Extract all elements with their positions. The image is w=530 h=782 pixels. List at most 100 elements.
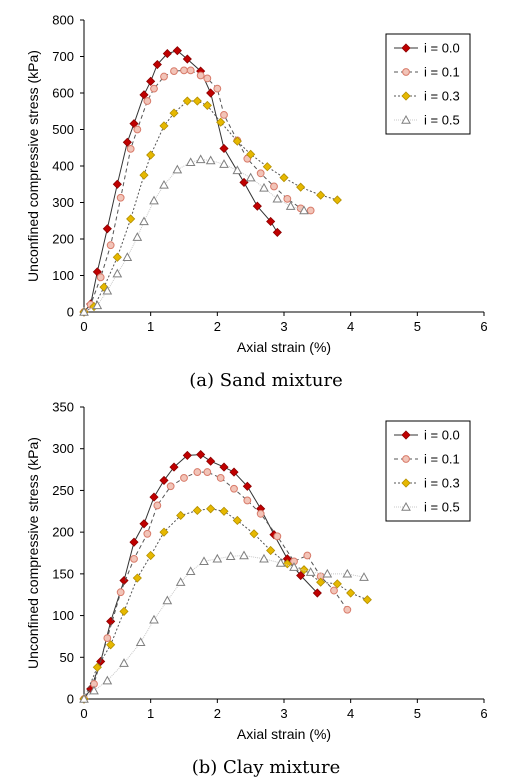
data-point <box>273 532 282 541</box>
data-point <box>203 468 212 476</box>
series-1 <box>79 449 322 704</box>
data-point <box>146 150 156 160</box>
data-point <box>119 606 129 616</box>
data-point <box>130 554 138 563</box>
y-tick-label: 800 <box>52 13 74 28</box>
legend-entry: i = 0.5 <box>424 500 460 515</box>
y-tick-label: 700 <box>52 49 74 64</box>
y-tick-label: 0 <box>67 305 74 320</box>
figure-caption: (a) Sand mixture <box>189 370 342 391</box>
data-point <box>126 144 135 153</box>
x-tick-label: 5 <box>414 319 421 334</box>
legend-marker <box>401 114 411 124</box>
data-point <box>196 71 205 80</box>
y-tick-label: 500 <box>52 122 74 137</box>
y-tick-label: 0 <box>67 692 74 707</box>
data-point <box>152 59 162 70</box>
data-point <box>92 662 102 672</box>
data-point <box>106 241 115 250</box>
data-point <box>202 100 212 110</box>
data-point <box>182 96 192 106</box>
data-point <box>272 193 283 203</box>
data-point <box>245 172 256 182</box>
data-point <box>193 468 202 476</box>
data-point <box>146 550 156 561</box>
data-point <box>219 462 229 472</box>
series-line <box>83 158 305 313</box>
data-point <box>116 193 125 202</box>
y-tick-label: 50 <box>60 650 74 665</box>
data-point <box>132 232 143 241</box>
data-point <box>192 96 202 106</box>
data-point <box>79 306 89 316</box>
x-tick-label: 6 <box>480 319 487 334</box>
x-tick-label: 0 <box>80 319 87 334</box>
data-point <box>283 194 292 203</box>
data-point <box>119 658 129 667</box>
data-point <box>256 169 265 178</box>
data-point <box>116 588 125 597</box>
legend-entry: i = 0.5 <box>424 113 460 128</box>
data-point <box>195 154 206 164</box>
data-point <box>92 300 103 310</box>
data-point <box>79 693 89 703</box>
data-point <box>172 46 182 56</box>
data-point <box>160 72 168 81</box>
x-axis-label: Axial strain (%) <box>237 726 331 742</box>
y-tick-label: 150 <box>52 566 74 581</box>
data-point <box>239 550 249 560</box>
data-point <box>216 474 225 482</box>
data-point <box>282 559 292 569</box>
data-point <box>162 49 172 59</box>
data-point <box>296 570 306 581</box>
x-tick-label: 1 <box>147 319 154 334</box>
y-tick-label: 400 <box>52 159 74 174</box>
data-point <box>316 577 326 587</box>
data-point <box>259 553 269 563</box>
data-point <box>266 216 276 227</box>
data-point <box>106 640 116 650</box>
y-axis-label: Unconfined compressive stress (kPa) <box>25 50 41 282</box>
data-point <box>182 54 192 64</box>
chart-panel-1: 0 100 200 300 400 500 600 700 800 0 1 2 3 4 5 6 Axial st… <box>25 13 488 392</box>
data-point <box>143 529 152 538</box>
legend-marker <box>401 43 411 53</box>
data-point <box>232 136 242 146</box>
data-point <box>316 190 326 200</box>
data-point <box>102 224 112 234</box>
data-point <box>143 97 152 105</box>
data-point <box>199 556 209 566</box>
data-point <box>332 195 342 205</box>
y-tick-label: 300 <box>52 195 74 210</box>
data-point <box>172 164 183 174</box>
data-point <box>299 205 309 215</box>
data-point <box>252 201 262 211</box>
data-point <box>159 475 169 485</box>
legend-entry: i = 0.3 <box>424 476 460 491</box>
data-point <box>89 685 99 695</box>
data-point <box>132 573 142 583</box>
series-line <box>83 100 338 313</box>
data-point <box>212 553 223 563</box>
x-tick-label: 5 <box>414 706 421 721</box>
data-point <box>296 182 306 192</box>
data-point <box>182 450 192 460</box>
data-point <box>342 568 353 578</box>
series-line <box>83 508 368 700</box>
data-point <box>149 614 159 624</box>
data-point <box>112 268 123 278</box>
data-point <box>359 572 369 581</box>
y-axis-label: Unconfined compressive stress (kPa) <box>25 437 41 669</box>
y-tick-label: 300 <box>52 441 74 456</box>
x-tick-label: 3 <box>280 706 287 721</box>
legend-marker <box>402 68 410 76</box>
data-point <box>139 170 149 180</box>
data-point <box>112 179 122 189</box>
data-point <box>225 551 236 561</box>
y-tick-label: 100 <box>52 608 74 623</box>
data-point <box>219 506 229 516</box>
x-tick-label: 4 <box>347 319 354 334</box>
data-point <box>146 76 156 86</box>
legend-box <box>385 420 471 522</box>
